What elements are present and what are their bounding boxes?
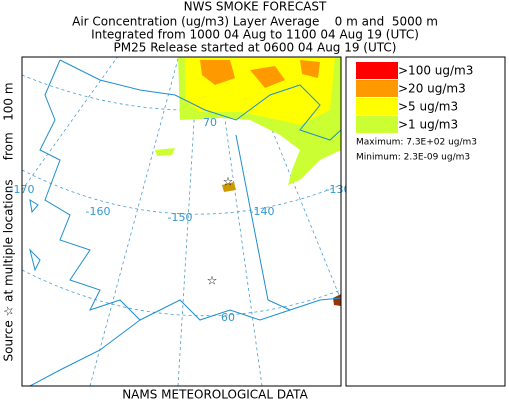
minimum: Minimum: 2.3E-09 ug/m3 xyxy=(356,153,470,163)
title: NWS SMOKE FORECAST xyxy=(184,0,327,14)
map-label: -150 xyxy=(168,211,193,224)
legend-label: >5 ug/m3 xyxy=(398,100,458,114)
map: ☆ ☆ 70 -170 -160 -150 -140 -130 60 xyxy=(10,56,351,387)
map-label: 60 xyxy=(221,311,235,324)
map-label: -140 xyxy=(250,205,275,218)
smoke xyxy=(155,57,341,306)
source-stars: ☆ ☆ xyxy=(207,175,234,288)
legend-swatch xyxy=(356,98,398,115)
subtitle: Integrated from 1000 04 Aug to 1100 04 A… xyxy=(91,28,419,42)
subtitle: Air Concentration (ug/m3) Layer Average … xyxy=(72,15,438,29)
map-frame xyxy=(21,56,342,387)
map-label: 70 xyxy=(203,116,217,129)
maximum: Maximum: 7.3E+02 ug/m3 xyxy=(356,138,477,148)
legend-label: >1 ug/m3 xyxy=(398,118,458,132)
legend: Maximum: 7.3E+02 ug/m3 Minimum: 2.3E-09 … xyxy=(345,56,506,387)
legend-label: >100 ug/m3 xyxy=(398,64,473,78)
legend-swatch xyxy=(356,80,398,97)
subtitle: PM25 Release started at 0600 04 Aug 19 (… xyxy=(114,41,397,55)
footer: NAMS METEOROLOGICAL DATA xyxy=(122,388,308,401)
legend-swatch xyxy=(356,62,398,79)
legend-swatch xyxy=(356,116,398,133)
side-label: Source ☆ at multiple locations from 100 … xyxy=(2,82,16,361)
map-label: -130 xyxy=(326,183,351,196)
map-label: -160 xyxy=(86,205,111,218)
svg-text:☆: ☆ xyxy=(223,175,234,189)
svg-text:☆: ☆ xyxy=(207,274,218,288)
legend-label: >20 ug/m3 xyxy=(398,82,466,96)
